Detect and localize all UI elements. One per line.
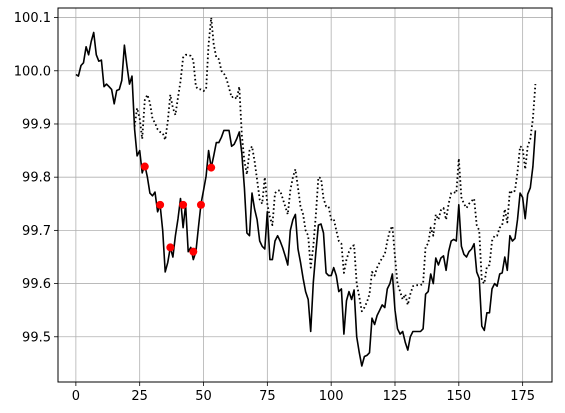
red-marker-point [179,200,188,209]
x-tick-label: 0 [72,389,80,404]
y-axis: 99.5 99.6 99.7 99.8 99.9 100.0 100.1 [14,11,58,345]
x-tick-label: 100 [319,389,344,404]
dotted-series-line [133,16,537,313]
y-tick-label: 100.0 [14,64,51,79]
plot-frame [57,7,553,383]
y-tick-label: 99.7 [22,224,51,239]
red-marker-point [207,163,216,172]
y-tick-label: 100.1 [14,11,51,26]
x-tick-label: 125 [383,389,408,404]
y-tick-label: 99.5 [22,330,51,345]
y-tick-label: 99.6 [22,277,51,292]
y-tick-label: 99.9 [22,117,51,132]
x-tick-label: 50 [195,389,212,404]
marker-group [140,162,216,256]
red-marker-point [196,200,205,209]
red-marker-point [189,247,198,256]
grid-lines [58,8,552,382]
x-tick-label: 25 [131,389,148,404]
series-group [75,16,537,367]
x-axis: 0 25 50 75 100 125 150 175 [72,382,535,404]
y-tick-label: 99.8 [22,171,51,186]
red-marker-point [166,243,175,252]
red-marker-point [156,200,165,209]
x-tick-label: 75 [259,389,276,404]
solid-series-line [75,31,537,367]
x-tick-label: 175 [510,389,535,404]
red-marker-point [140,162,149,171]
x-tick-label: 150 [446,389,471,404]
